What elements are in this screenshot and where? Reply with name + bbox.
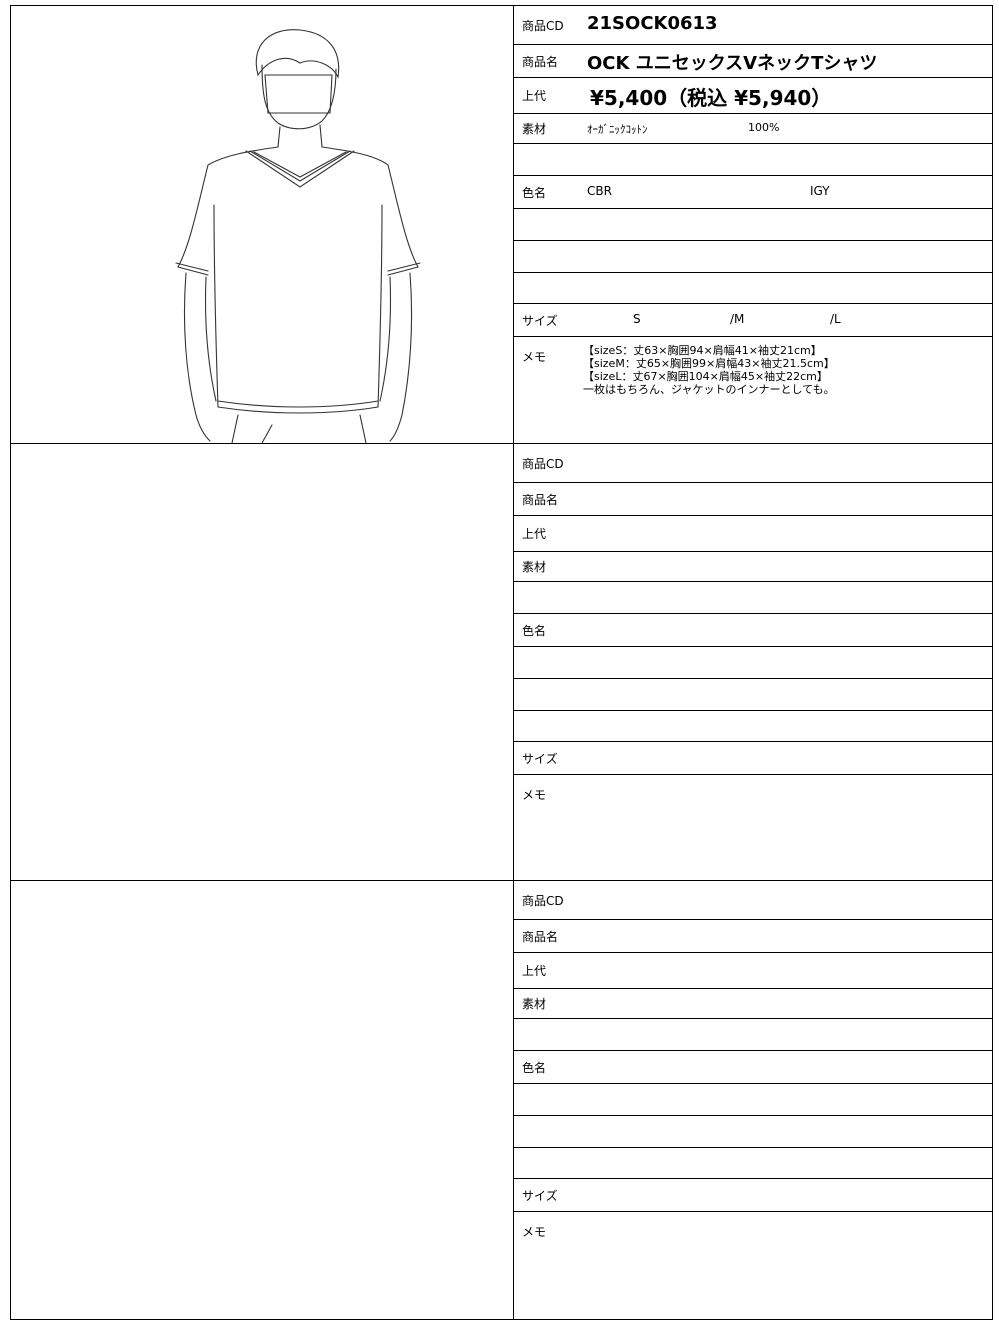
field-label: 上代: [522, 964, 547, 978]
field-value: 100%: [748, 120, 780, 134]
field-label: メモ: [522, 1225, 547, 1239]
row-line: [513, 1083, 992, 1084]
field-label: 素材: [522, 122, 547, 136]
row-line: [513, 952, 992, 953]
row-line: [513, 710, 992, 711]
border: [992, 5, 993, 1320]
row-line: [513, 482, 992, 483]
product-sketch: [175, 29, 421, 443]
field-label: 商品CD: [522, 18, 564, 33]
field-value: IGY: [810, 183, 830, 198]
field-value: CBR: [587, 183, 612, 198]
field-label: 色名: [522, 185, 547, 200]
field-label: 上代: [522, 527, 547, 541]
row-line: [513, 240, 992, 241]
field-label: 素材: [522, 997, 547, 1011]
row-line: [513, 1115, 992, 1116]
border: [513, 5, 514, 1320]
row-line: [513, 1178, 992, 1179]
field-label: 商品名: [522, 929, 559, 944]
row-line: [513, 143, 992, 144]
row-line: [513, 336, 992, 337]
border: [10, 5, 11, 1320]
field-label: 素材: [522, 560, 547, 574]
row-line: [513, 113, 992, 114]
row-line: [513, 1018, 992, 1019]
row-line: [513, 646, 992, 647]
row-line: [513, 678, 992, 679]
memo-line: 【sizeS：丈63×胸囲94×肩幅41×袖丈21cm】: [583, 344, 822, 357]
row-line: [513, 515, 992, 516]
row-line: [513, 551, 992, 552]
memo-line: 【sizeL：丈67×胸囲104×肩幅45×袖丈22cm】: [583, 370, 828, 383]
field-label: 上代: [522, 89, 547, 103]
sheet-divider: [10, 880, 993, 881]
field-label: サイズ: [522, 751, 558, 766]
field-value: S: [633, 311, 641, 326]
field-label: メモ: [522, 350, 547, 364]
memo-line: 【sizeM：丈65×胸囲99×肩幅43×袖丈21.5cm】: [583, 357, 835, 370]
field-value: OCK ユニセックスVネックTシャツ: [587, 52, 878, 74]
field-value: ｵｰｶﾞﾆｯｸｺｯﾄﾝ: [587, 122, 648, 136]
row-line: [513, 77, 992, 78]
memo-line: 一枚はもちろん、ジャケットのインナーとしても。: [583, 383, 835, 396]
row-line: [513, 774, 992, 775]
field-value: ¥5,400（税込 ¥5,940）: [590, 86, 832, 110]
row-line: [513, 303, 992, 304]
field-label: 商品名: [522, 54, 559, 69]
row-line: [513, 613, 992, 614]
field-label: 色名: [522, 1060, 547, 1075]
field-value: /M: [730, 311, 745, 326]
field-label: 色名: [522, 623, 547, 638]
row-line: [513, 741, 992, 742]
row-line: [513, 175, 992, 176]
field-label: サイズ: [522, 1188, 558, 1203]
sheet-divider: [10, 443, 993, 444]
row-line: [513, 1050, 992, 1051]
row-line: [513, 581, 992, 582]
row-line: [513, 272, 992, 273]
row-line: [513, 1147, 992, 1148]
field-value: 21SOCK0613: [587, 12, 718, 34]
field-label: サイズ: [522, 313, 558, 328]
row-line: [513, 988, 992, 989]
row-line: [513, 44, 992, 45]
field-label: 商品CD: [522, 456, 564, 471]
row-line: [513, 1211, 992, 1212]
field-value: /L: [830, 311, 841, 326]
row-line: [513, 919, 992, 920]
border: [10, 5, 993, 6]
row-line: [513, 208, 992, 209]
field-label: 商品CD: [522, 893, 564, 908]
field-label: 商品名: [522, 492, 559, 507]
field-label: メモ: [522, 788, 547, 802]
